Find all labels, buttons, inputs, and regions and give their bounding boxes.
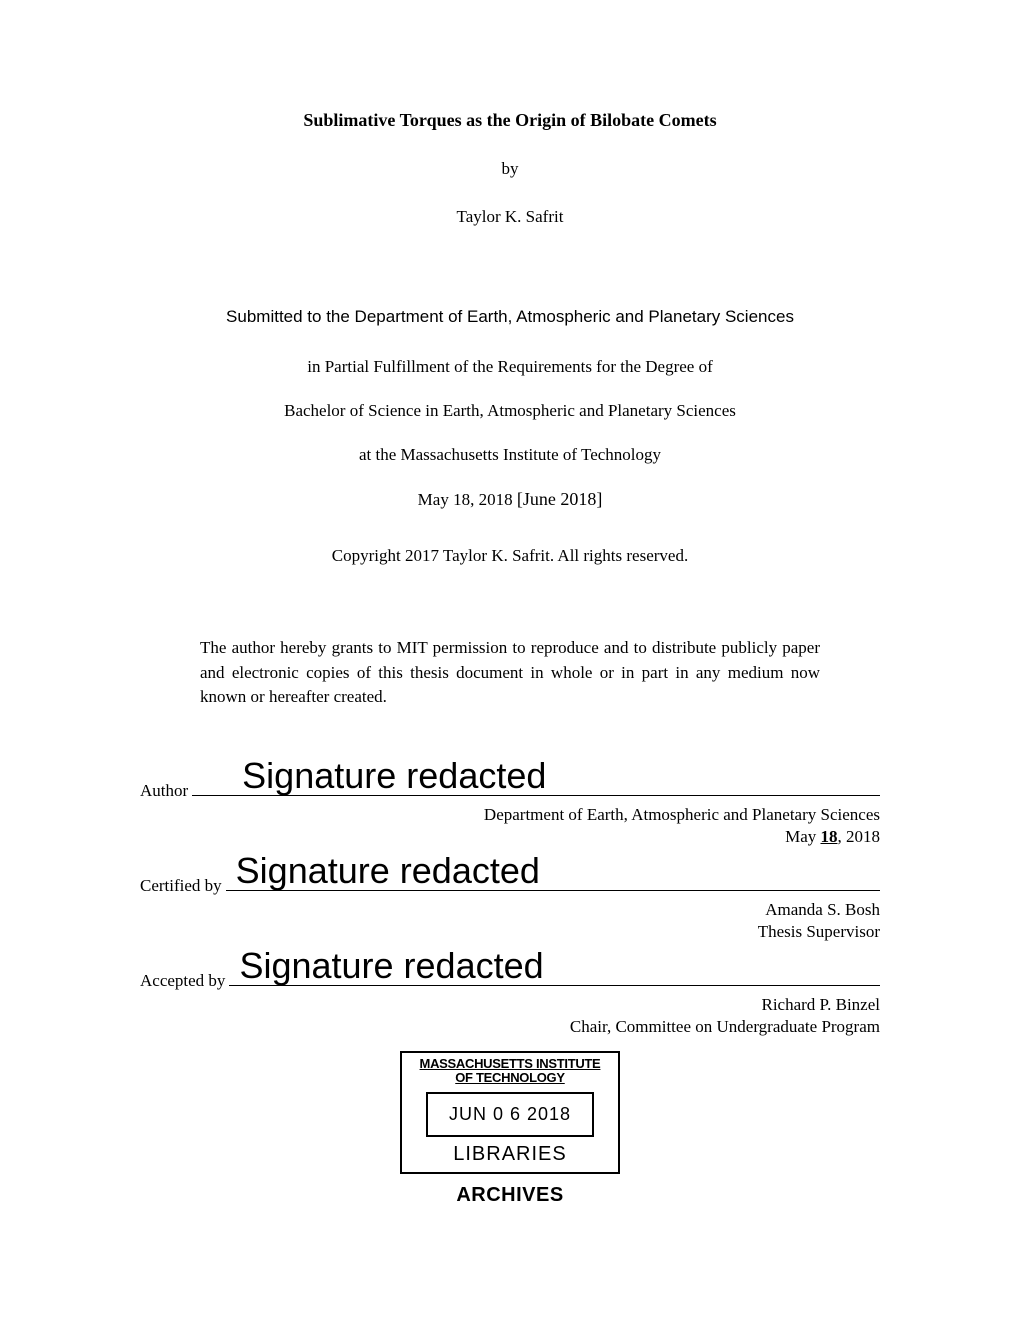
author-signature-date: May 18, 2018 [140, 827, 880, 847]
stamp-header: MASSACHUSETTS INSTITUTE OF TECHNOLOGY [408, 1057, 612, 1086]
accepted-signature-redacted: Signature redacted [239, 945, 543, 987]
stamp-date: JUN 0 6 2018 [426, 1092, 594, 1137]
certified-signature-row: Certified by Signature redacted [140, 865, 880, 896]
certified-signature-redacted: Signature redacted [236, 850, 540, 892]
accepted-signature-row: Accepted by Signature redacted [140, 960, 880, 991]
certified-role: Thesis Supervisor [140, 922, 880, 942]
degree-line: Bachelor of Science in Earth, Atmospheri… [140, 401, 880, 421]
library-stamp: MASSACHUSETTS INSTITUTE OF TECHNOLOGY JU… [400, 1051, 620, 1174]
stamp-header-line1: MASSACHUSETTS INSTITUTE [420, 1056, 601, 1071]
author-signature-line: Signature redacted [192, 770, 880, 796]
certified-label: Certified by [140, 876, 222, 896]
author-name: Taylor K. Safrit [140, 207, 880, 227]
stamp-libraries: LIBRARIES [408, 1143, 612, 1166]
author-signature-redacted: Signature redacted [242, 755, 546, 797]
accepted-label: Accepted by [140, 971, 225, 991]
fulfillment-line: in Partial Fulfillment of the Requiremen… [140, 357, 880, 377]
date-handwritten: [June 2018] [517, 489, 602, 509]
date-printed: May 18, 2018 [418, 490, 513, 509]
author-department: Department of Earth, Atmospheric and Pla… [140, 805, 880, 825]
copyright-line: Copyright 2017 Taylor K. Safrit. All rig… [140, 546, 880, 566]
stamp-header-line2: OF TECHNOLOGY [455, 1070, 565, 1085]
signature-section: Author Signature redacted Department of … [140, 770, 880, 1037]
certified-signature-line: Signature redacted [226, 865, 880, 891]
accepted-signature-line: Signature redacted [229, 960, 880, 986]
accepted-name: Richard P. Binzel [140, 995, 880, 1015]
archives-label: ARCHIVES [140, 1184, 880, 1207]
institution-line: at the Massachusetts Institute of Techno… [140, 445, 880, 465]
author-signature-row: Author Signature redacted [140, 770, 880, 801]
author-date-day: 18 [821, 827, 838, 846]
date-line: May 18, 2018 [June 2018] [140, 489, 880, 510]
author-date-suffix: , 2018 [838, 827, 881, 846]
by-line: by [140, 159, 880, 179]
submitted-to: Submitted to the Department of Earth, At… [140, 307, 880, 327]
grant-statement: The author hereby grants to MIT permissi… [200, 636, 820, 710]
certified-name: Amanda S. Bosh [140, 900, 880, 920]
accepted-role: Chair, Committee on Undergraduate Progra… [140, 1017, 880, 1037]
thesis-title: Sublimative Torques as the Origin of Bil… [140, 110, 880, 131]
author-date-prefix: May [785, 827, 820, 846]
author-label: Author [140, 781, 188, 801]
